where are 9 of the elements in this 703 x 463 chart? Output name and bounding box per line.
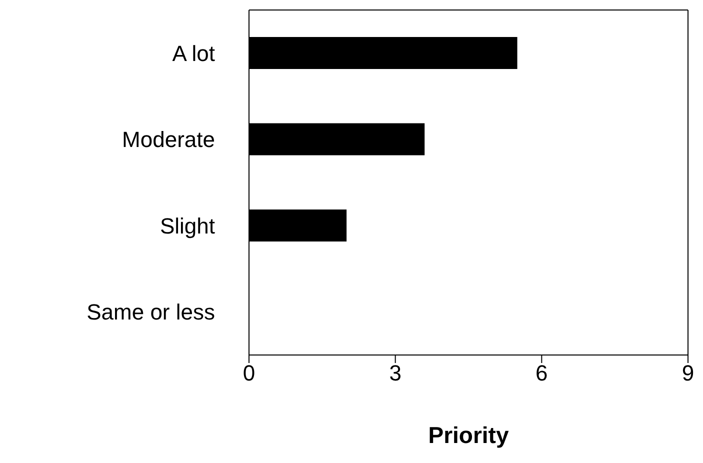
y-tick-label: Moderate bbox=[122, 127, 215, 152]
y-tick-label: A lot bbox=[172, 40, 215, 66]
x-tick-label: 3 bbox=[389, 360, 402, 386]
x-tick-label: 9 bbox=[682, 360, 694, 386]
y-tick-label: Slight bbox=[160, 213, 215, 238]
x-tick-label: 0 bbox=[242, 360, 256, 386]
x-axis-title: Priority bbox=[428, 422, 509, 448]
x-tick-label: 6 bbox=[536, 360, 548, 386]
y-tick-label: Same or less bbox=[86, 300, 215, 325]
